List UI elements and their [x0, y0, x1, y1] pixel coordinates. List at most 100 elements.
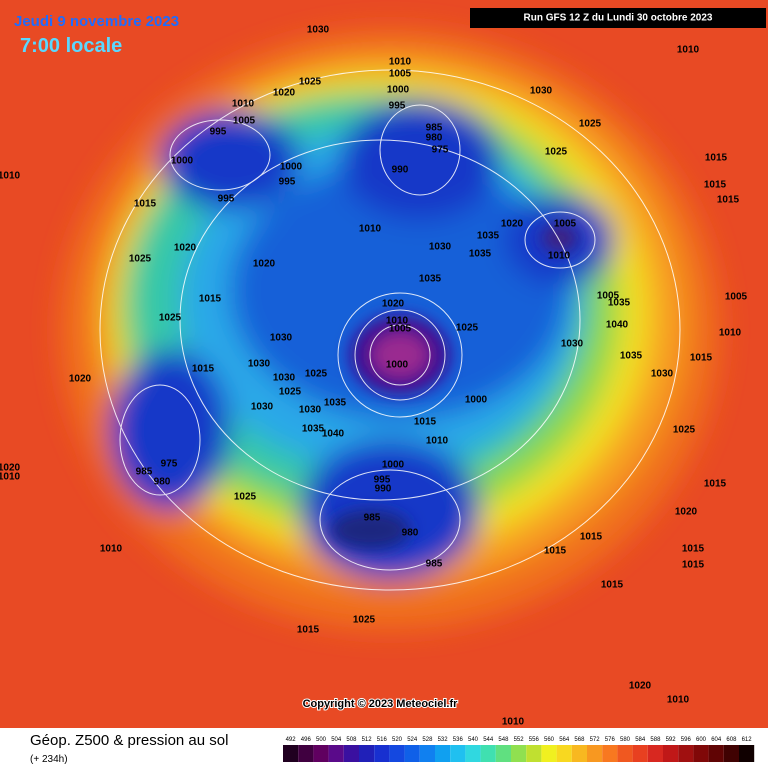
isobar-label: 1010 — [100, 544, 123, 555]
colorbar-swatch — [571, 745, 587, 762]
colorbar-swatch — [526, 745, 542, 762]
isobar-label: 1020 — [382, 299, 405, 310]
isobar-label: 1035 — [608, 298, 631, 309]
isobar-label: 1015 — [414, 417, 437, 428]
isobar-label: 1030 — [251, 402, 274, 413]
isobar-label: 990 — [375, 484, 392, 495]
colorbar-label: 592 — [666, 737, 677, 743]
colorbar-label: 504 — [331, 737, 342, 743]
isobar-label: 1025 — [129, 254, 152, 265]
colorbar-swatch — [495, 745, 511, 762]
colorbar-swatch — [374, 745, 390, 762]
colorbar-label: 600 — [696, 737, 707, 743]
time-label: 7:00 locale — [20, 35, 122, 57]
colorbar-swatch — [587, 745, 603, 762]
isobar-label: 1035 — [477, 231, 500, 242]
isobar-label: 1040 — [322, 429, 345, 440]
colorbar-label: 584 — [635, 737, 646, 743]
isobar-label: 1000 — [382, 460, 405, 471]
colorbar-label: 500 — [316, 737, 327, 743]
isobar-label: 990 — [392, 165, 409, 176]
isobars — [99, 69, 681, 591]
colorbar-label: 528 — [422, 737, 433, 743]
isobar-label: 1030 — [561, 339, 584, 350]
isobar-label: 1030 — [651, 369, 674, 380]
isobar-label: 1010 — [359, 224, 382, 235]
colorbar-swatch — [511, 745, 527, 762]
isobar-label: 985 — [426, 559, 443, 570]
isobar-label: 1025 — [353, 615, 376, 626]
lead-time: (+ 234h) — [30, 754, 68, 765]
colorbar-label: 608 — [726, 737, 737, 743]
isobar-label: 985 — [136, 467, 153, 478]
colorbar-label: 532 — [438, 737, 449, 743]
colorbar-label: 552 — [514, 737, 525, 743]
isobar-label: 1035 — [620, 351, 643, 362]
isobar-label: 995 — [279, 177, 296, 188]
isobar-label: 1025 — [279, 387, 302, 398]
isobar-label: 980 — [154, 477, 171, 488]
isobar-label: 1010 — [502, 717, 525, 728]
colorbar-label: 604 — [711, 737, 722, 743]
colorbar-label: 556 — [529, 737, 540, 743]
isobar-label: 1010 — [0, 472, 21, 483]
isobar-label: 1020 — [273, 88, 296, 99]
colorbar-swatch — [632, 745, 648, 762]
isobar-label: 1000 — [386, 360, 409, 371]
isobar-label: 1025 — [579, 119, 602, 130]
isobar-label: 980 — [426, 133, 443, 144]
isobar-label: 985 — [426, 123, 443, 134]
isobar-label: 1015 — [690, 353, 713, 364]
colorbar-swatch — [450, 745, 466, 762]
colorbar-swatch — [617, 745, 633, 762]
colorbar-label: 564 — [559, 737, 570, 743]
colorbar-swatch — [435, 745, 451, 762]
isobar-label: 1015 — [705, 153, 728, 164]
colorbar-label: 516 — [377, 737, 388, 743]
colorbar-swatch — [480, 745, 496, 762]
colorbar-swatch — [389, 745, 405, 762]
isobar-label: 1030 — [307, 25, 330, 36]
isobar-label: 1030 — [299, 405, 322, 416]
isobar-label: 1015 — [134, 199, 157, 210]
isobar-label: 995 — [389, 101, 406, 112]
colorbar-label: 576 — [605, 737, 616, 743]
isobar-label: 1010 — [0, 171, 21, 182]
isobar-label: 1000 — [171, 156, 194, 167]
isobar-label: 1020 — [174, 243, 197, 254]
isobar-label: 1015 — [297, 625, 320, 636]
isobar-label: 1035 — [469, 249, 492, 260]
isobar-label: 1005 — [554, 219, 577, 230]
colorbar-label: 580 — [620, 737, 631, 743]
colorbar-swatch — [541, 745, 557, 762]
isobar-label: 975 — [432, 145, 449, 156]
isobar-label: 1005 — [389, 324, 412, 335]
date-label: Jeudi 9 novembre 2023 — [14, 13, 179, 30]
colorbar-swatch — [663, 745, 679, 762]
run-box — [470, 8, 766, 28]
isobar-label: 1015 — [704, 479, 727, 490]
isobar-label: 995 — [218, 194, 235, 205]
colorbar-label: 568 — [574, 737, 585, 743]
isobar-label: 985 — [364, 513, 381, 524]
isobar-label: 1010 — [667, 695, 690, 706]
colorbar-swatch — [708, 745, 724, 762]
isobar-label: 1010 — [232, 99, 255, 110]
isobar-label: 1035 — [324, 398, 347, 409]
isobar-label: 980 — [402, 528, 419, 539]
colorbar-label: 520 — [392, 737, 403, 743]
isobar-label: 1025 — [305, 369, 328, 380]
isobar-label: 1025 — [673, 425, 696, 436]
colorbar-label: 612 — [742, 737, 753, 743]
colorbar-label: 524 — [407, 737, 418, 743]
isobar-label: 1015 — [580, 532, 603, 543]
isobar-label: 1025 — [299, 77, 322, 88]
isobar-label: 1005 — [389, 69, 412, 80]
colorbar-swatch — [465, 745, 481, 762]
isobar-label: 1035 — [419, 274, 442, 285]
isobar-label: 1005 — [597, 291, 620, 302]
isobar-label: 995 — [210, 127, 227, 138]
isobar-label: 1005 — [725, 292, 748, 303]
